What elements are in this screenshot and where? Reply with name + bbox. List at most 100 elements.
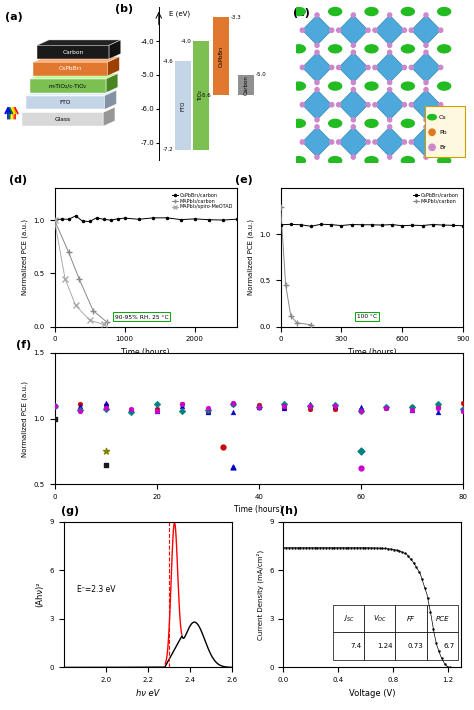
Circle shape	[337, 140, 341, 144]
Point	[383, 402, 390, 413]
Circle shape	[388, 118, 392, 122]
Circle shape	[438, 140, 443, 144]
Ellipse shape	[328, 157, 342, 165]
Point	[306, 400, 314, 412]
Point	[76, 405, 84, 417]
Point	[102, 403, 109, 414]
Polygon shape	[411, 89, 441, 120]
Polygon shape	[302, 89, 332, 120]
Circle shape	[402, 28, 407, 32]
Text: (c): (c)	[293, 9, 310, 18]
Circle shape	[351, 80, 356, 84]
Point	[357, 402, 365, 413]
Circle shape	[429, 144, 435, 151]
Point	[229, 398, 237, 409]
Point	[76, 400, 84, 412]
Polygon shape	[30, 79, 106, 92]
Point	[255, 399, 263, 410]
Circle shape	[366, 102, 370, 106]
Text: Cs: Cs	[439, 114, 447, 120]
Point	[51, 401, 58, 413]
Ellipse shape	[328, 8, 342, 16]
Polygon shape	[33, 62, 108, 76]
Circle shape	[409, 65, 413, 70]
Point	[153, 405, 160, 416]
X-axis label: Time (hours): Time (hours)	[347, 348, 396, 357]
Circle shape	[402, 102, 407, 106]
Point	[102, 446, 109, 457]
Text: FTO: FTO	[181, 100, 186, 111]
Point	[51, 399, 58, 410]
Circle shape	[402, 65, 407, 70]
Ellipse shape	[328, 119, 342, 127]
Ellipse shape	[365, 82, 378, 90]
Y-axis label: Normalized PCE (a.u.): Normalized PCE (a.u.)	[21, 381, 28, 457]
Circle shape	[337, 102, 341, 106]
Text: (d): (d)	[9, 175, 27, 185]
Point	[306, 403, 314, 415]
Polygon shape	[26, 90, 117, 96]
Point	[408, 404, 416, 415]
Ellipse shape	[365, 8, 378, 16]
Y-axis label: Normalized PCE (a.u.): Normalized PCE (a.u.)	[21, 219, 28, 295]
Circle shape	[424, 80, 428, 84]
Circle shape	[424, 87, 428, 92]
Text: (h): (h)	[280, 506, 298, 516]
Polygon shape	[302, 15, 332, 45]
Polygon shape	[103, 107, 115, 126]
Point	[408, 402, 416, 413]
Circle shape	[388, 125, 392, 129]
Ellipse shape	[401, 157, 414, 165]
Point	[204, 406, 211, 417]
Polygon shape	[411, 15, 441, 45]
Point	[128, 406, 135, 417]
Ellipse shape	[365, 119, 378, 127]
Polygon shape	[105, 90, 117, 109]
Bar	[238, 75, 254, 95]
Point	[306, 400, 314, 412]
Circle shape	[315, 155, 319, 159]
Text: FTO: FTO	[60, 100, 71, 105]
X-axis label: hν eV: hν eV	[137, 689, 160, 698]
Point	[51, 413, 58, 424]
Circle shape	[402, 140, 407, 144]
Point	[229, 398, 237, 410]
Point	[281, 398, 288, 410]
Ellipse shape	[438, 45, 451, 53]
Circle shape	[424, 155, 428, 159]
Point	[306, 398, 314, 409]
Text: Glass: Glass	[55, 117, 71, 122]
Ellipse shape	[438, 82, 451, 90]
Point	[357, 463, 365, 474]
Text: -5.0: -5.0	[255, 72, 266, 77]
Text: (f): (f)	[16, 339, 31, 349]
Circle shape	[409, 140, 413, 144]
Polygon shape	[338, 127, 368, 157]
Polygon shape	[22, 112, 103, 126]
FancyBboxPatch shape	[425, 106, 465, 157]
Point	[383, 403, 390, 414]
Point	[332, 400, 339, 412]
Text: Pb: Pb	[439, 130, 447, 135]
Point	[357, 446, 365, 457]
Point	[255, 401, 263, 413]
Point	[76, 398, 84, 410]
Point	[229, 462, 237, 473]
Circle shape	[300, 65, 304, 70]
Text: (e): (e)	[235, 175, 253, 185]
Circle shape	[424, 43, 428, 48]
Point	[434, 406, 441, 417]
Circle shape	[351, 87, 356, 92]
Point	[255, 402, 263, 413]
Point	[459, 405, 467, 416]
Point	[459, 403, 467, 415]
Polygon shape	[109, 40, 121, 59]
X-axis label: Voltage (V): Voltage (V)	[349, 689, 396, 698]
Point	[51, 413, 58, 424]
Circle shape	[315, 118, 319, 122]
Point	[255, 402, 263, 413]
Ellipse shape	[292, 45, 305, 53]
Circle shape	[315, 13, 319, 17]
Circle shape	[424, 125, 428, 129]
Point	[178, 399, 186, 410]
